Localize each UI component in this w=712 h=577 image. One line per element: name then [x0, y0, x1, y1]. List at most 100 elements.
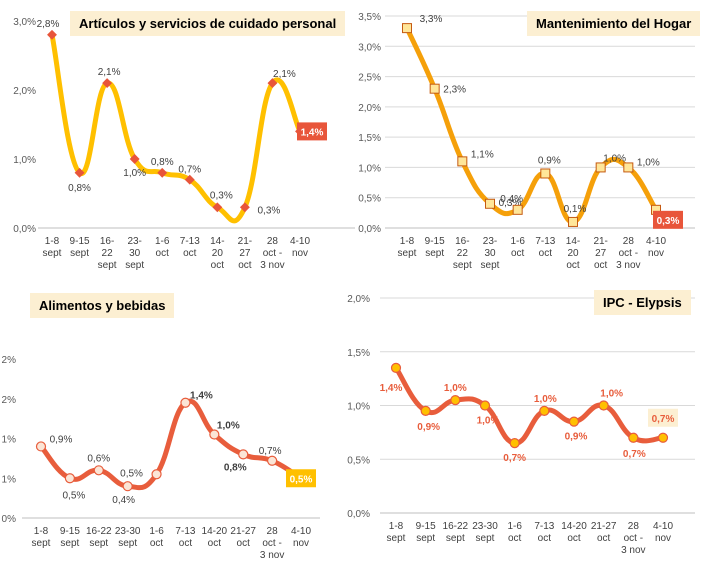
series-line [49, 32, 303, 224]
last-value-badge [648, 408, 678, 427]
x-tick-label: sept [70, 248, 89, 259]
data-point [151, 469, 162, 480]
x-tick-label: oct [238, 260, 252, 271]
chart-1: 0,0%0,5%1,0%1,5%2,0%2,5%3,0%3,5%1-8sept9… [358, 12, 695, 271]
data-label: 0,7% [652, 414, 675, 425]
x-tick-label: oct - [619, 248, 638, 259]
y-tick-label: 2,0% [358, 103, 381, 114]
y-tick-label: 2,0% [347, 294, 370, 305]
data-label: 1,0% [600, 389, 623, 400]
x-tick-label: 14-20 [561, 521, 587, 532]
x-tick-label: 20 [212, 248, 224, 259]
y-tick-label: 0,0% [347, 509, 370, 520]
x-tick-label: 7-13 [180, 236, 200, 247]
x-tick-label: sept [89, 538, 108, 549]
x-tick-label: oct [208, 538, 222, 549]
data-point [64, 473, 75, 484]
x-tick-label: 27 [239, 248, 251, 259]
x-tick-label: 1-8 [389, 521, 404, 532]
data-label: 0,8% [68, 183, 91, 194]
y-tick-label: 3,0% [358, 42, 381, 53]
x-tick-label: 16- [100, 236, 114, 247]
x-tick-label: 28 [267, 526, 279, 537]
series-line [404, 25, 659, 225]
x-tick-label: oct [566, 260, 580, 271]
x-tick-label: nov [292, 248, 308, 259]
data-point [102, 78, 113, 89]
data-label: 1,0% [637, 157, 660, 168]
last-value-badge [653, 210, 683, 229]
x-tick-label: 16-22 [443, 521, 469, 532]
data-point [390, 362, 402, 373]
data-point [450, 395, 461, 406]
data-point [267, 455, 278, 466]
x-tick-label: 21- [238, 236, 252, 247]
x-tick-label: oct [508, 533, 522, 544]
y-tick-label: 0,5% [358, 194, 381, 205]
data-label: 0,9% [565, 432, 588, 443]
chart-0: 0,0%1,0%2,0%3,0%1-8sept9-15sept16-22sept… [13, 17, 355, 271]
x-tick-label: 21- [593, 236, 607, 247]
x-tick-label: sept [32, 538, 51, 549]
data-point [623, 162, 634, 173]
data-point [122, 481, 133, 492]
data-point [129, 154, 140, 164]
x-tick-label: oct [597, 533, 611, 544]
data-label: 0,7% [178, 165, 201, 176]
x-tick-label: oct [567, 533, 581, 544]
x-tick-label: 30 [129, 248, 141, 259]
x-tick-label: 22 [457, 248, 469, 259]
x-tick-label: oct - [263, 248, 282, 259]
y-tick-label: 0,0% [13, 224, 36, 235]
data-label: 2,1% [273, 69, 296, 80]
y-tick-label: 2,5% [358, 73, 381, 84]
x-tick-label: nov [648, 248, 664, 259]
x-tick-label: 9-15 [70, 236, 90, 247]
data-point [568, 416, 580, 427]
chart-title-food-beverages: Alimentos y bebidas [30, 293, 175, 318]
data-label: 0,3% [257, 205, 280, 216]
chart-title-ipc-elypsis: IPC - Elypsis [594, 290, 691, 315]
data-label: 0,9% [50, 434, 73, 445]
x-tick-label: sept [425, 248, 444, 259]
x-tick-label: sept [125, 260, 144, 271]
x-tick-label: sept [387, 533, 406, 544]
data-point [47, 29, 57, 40]
data-point [595, 162, 606, 173]
data-point [509, 438, 520, 449]
x-tick-label: 1-6 [149, 526, 164, 537]
y-tick-label: 0,0% [358, 224, 381, 235]
data-label: 3,3% [420, 14, 443, 25]
y-tick-label: 1,5% [347, 348, 370, 359]
x-tick-label: 27 [595, 248, 607, 259]
x-tick-label: nov [655, 533, 671, 544]
chart-title-home-maintenance: Mantenimiento del Hogar [527, 11, 701, 36]
x-tick-label: 9-15 [416, 521, 436, 532]
data-point [180, 397, 191, 408]
y-tick-label: 1,5% [358, 133, 381, 144]
x-tick-label: 7-13 [175, 526, 195, 537]
x-tick-label: sept [398, 248, 417, 259]
x-tick-label: oct [539, 248, 553, 259]
y-tick-label: 1,0% [347, 402, 370, 413]
data-label: 0,5% [290, 474, 313, 485]
y-tick-label: 1% [2, 474, 17, 485]
x-tick-label: oct [183, 248, 197, 259]
x-tick-label: oct [156, 248, 170, 259]
data-label: 1,0% [477, 416, 500, 427]
data-label: 0,9% [417, 422, 440, 433]
y-tick-label: 0,5% [347, 455, 370, 466]
data-label: 0,3% [657, 216, 680, 227]
data-point [93, 465, 104, 476]
x-tick-label: 1-6 [510, 236, 525, 247]
data-label: 0,1% [564, 204, 587, 215]
x-tick-label: sept [43, 248, 62, 259]
x-tick-label: 1-8 [45, 236, 60, 247]
data-point [598, 400, 609, 411]
x-tick-label: oct [538, 533, 552, 544]
data-label: 1,1% [471, 149, 494, 160]
y-tick-label: 1,0% [13, 155, 36, 166]
data-label: 1,0% [217, 421, 240, 432]
x-tick-label: 23- [127, 236, 141, 247]
data-point [184, 174, 195, 185]
